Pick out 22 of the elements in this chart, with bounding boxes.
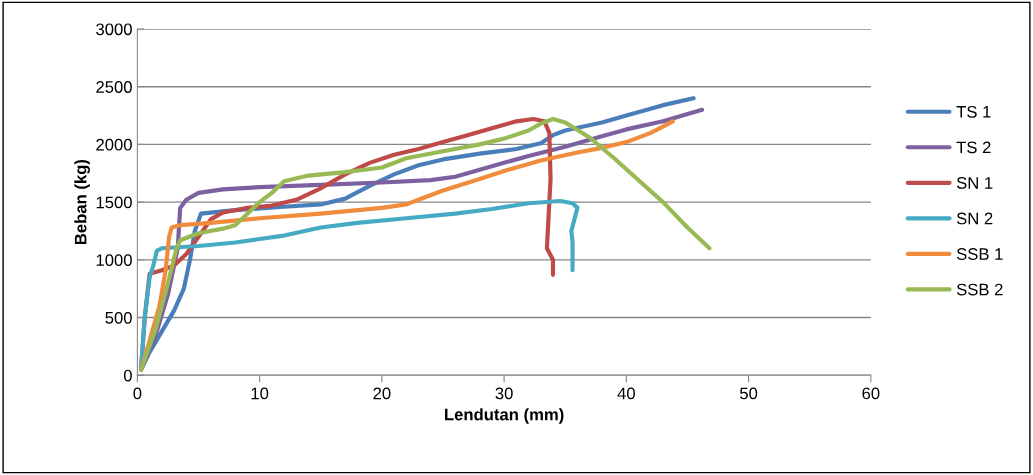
legend-label: SSB 1 — [956, 248, 1003, 260]
x-tick-label: 40 — [617, 387, 635, 400]
x-tick-label: 60 — [862, 387, 880, 400]
y-tick-label: 1000 — [96, 254, 132, 267]
legend-label: SN 2 — [956, 212, 993, 225]
x-tick-label: 20 — [373, 387, 391, 400]
legend-label: SSB 2 — [956, 283, 1003, 296]
y-tick-label: 3000 — [96, 23, 132, 36]
y-tick-label: 0 — [123, 369, 132, 382]
x-axis-title: Lendutan (mm) — [445, 408, 564, 424]
x-tick-label: 0 — [133, 387, 142, 400]
legend-label: TS 1 — [956, 105, 991, 118]
y-tick-label: 1500 — [96, 196, 132, 209]
y-axis-title: Beban (kg) — [74, 159, 90, 245]
y-tick-label: 2000 — [96, 138, 132, 151]
x-tick-label: 10 — [251, 387, 269, 400]
legend-label: SN 1 — [956, 177, 993, 189]
y-tick-label: 2500 — [96, 81, 132, 93]
x-tick-label: 50 — [739, 387, 758, 400]
y-tick-label: 500 — [105, 311, 132, 324]
x-tick-label: 30 — [495, 387, 513, 400]
legend-label: TS 2 — [956, 141, 991, 154]
